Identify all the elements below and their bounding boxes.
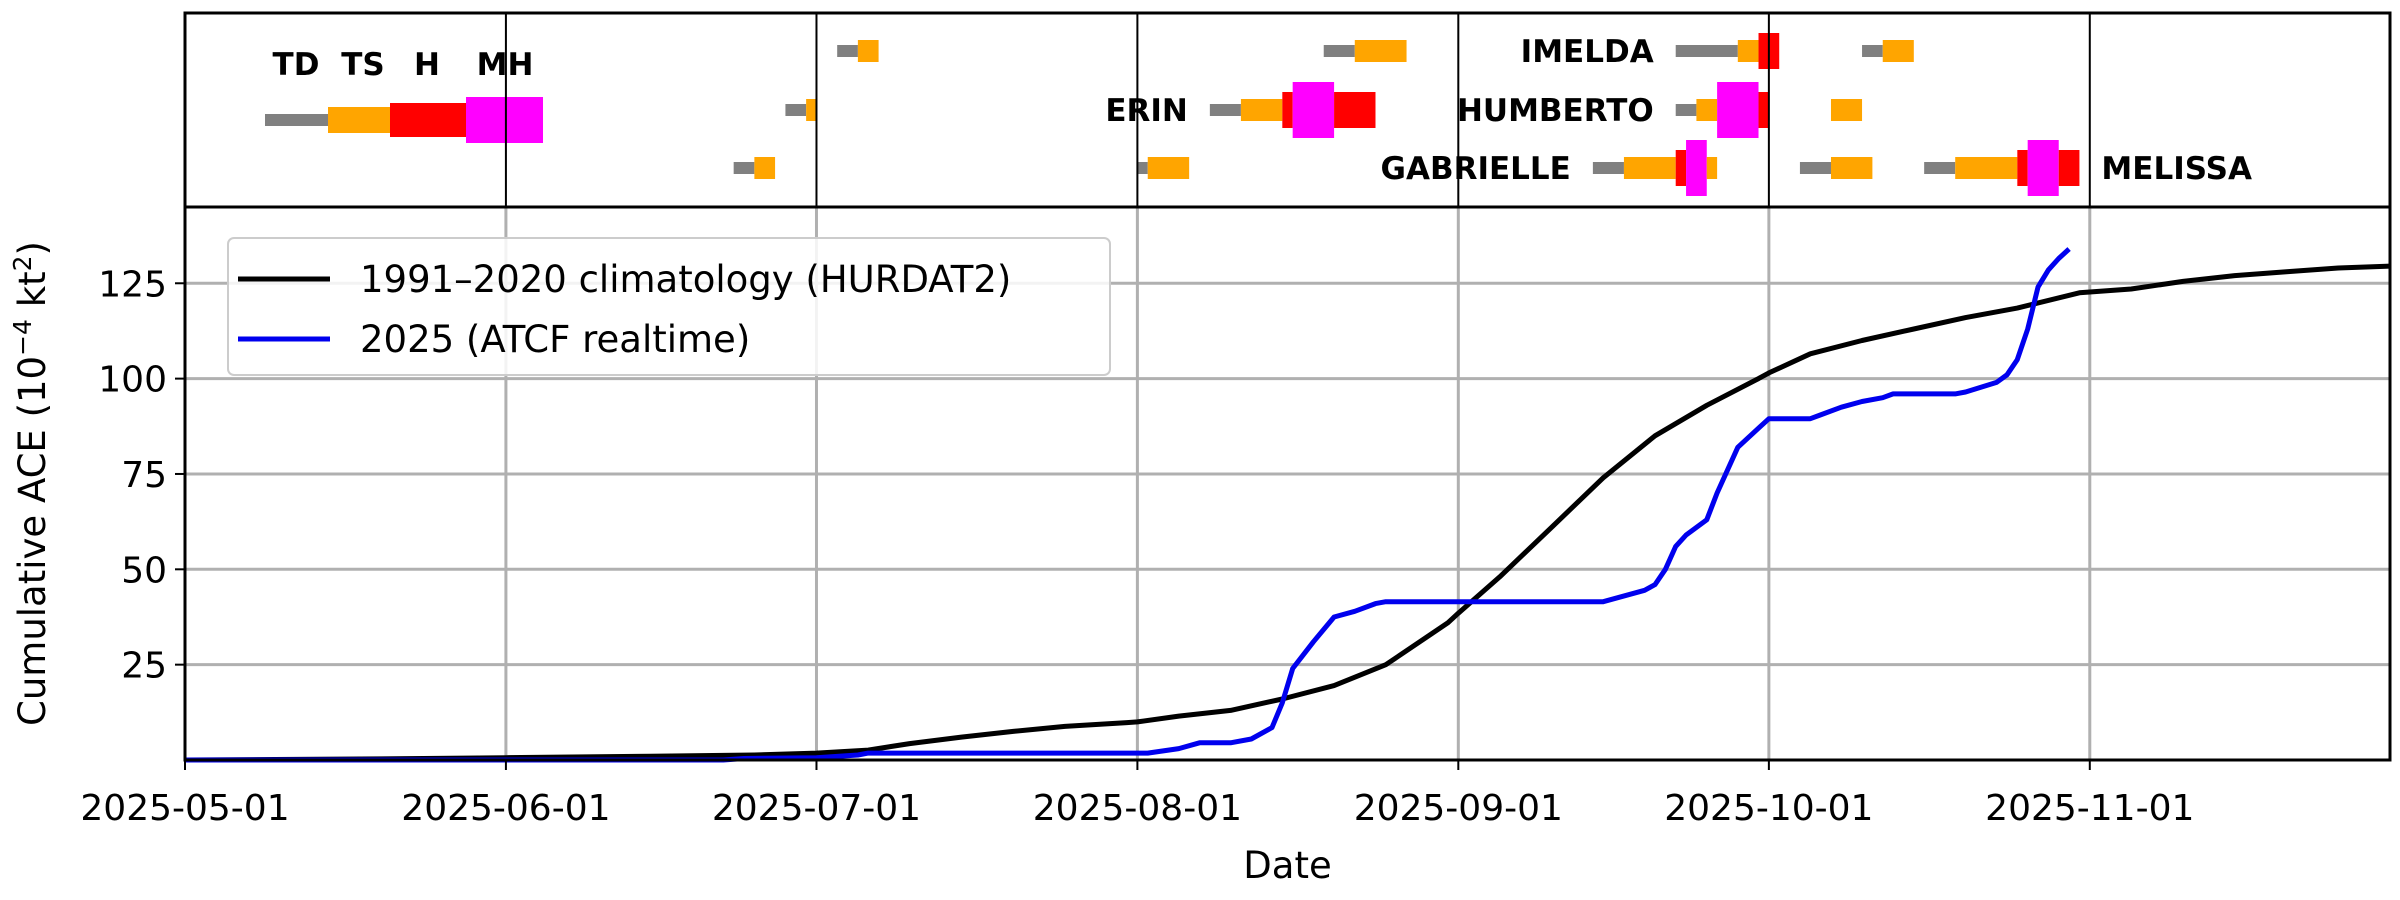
track-segment-td [1209,104,1241,116]
legend-label-2: 2025 (ATCF realtime) [360,318,750,361]
track-segment-mh [1686,140,1707,196]
storm-track: GABRIELLE [1381,140,1718,196]
track-segment-ts [1623,157,1676,179]
track-segment-h [1282,92,1293,128]
storm-track [733,157,776,179]
intensity-swatch-ts [328,107,390,133]
track-segment-ts [1147,157,1190,179]
track-segment-mh [2027,140,2059,196]
storm-track [1323,40,1407,62]
storm-track [785,99,817,121]
x-tick-label: 2025-07-01 [712,788,921,829]
track-segment-ts [1737,40,1759,62]
track-segment-ts [857,40,879,62]
track-segment-h [1675,150,1687,186]
track-segment-td [1799,162,1831,174]
track-segment-ts [1955,157,2018,179]
track-segment-ts [1354,40,1407,62]
storm-track: HUMBERTO [1457,82,1769,138]
track-segment-td [1592,162,1624,174]
track-segment-td [733,162,755,174]
track-segment-mh [1292,82,1335,138]
legend-box [227,237,1111,376]
track-segment-td [1675,45,1738,57]
track-segment-td [837,45,858,57]
storm-track [837,40,879,62]
series-line-1 [184,263,2391,763]
track-segment-ts [1830,99,1863,121]
x-tick-label: 2025-11-01 [1985,788,2194,829]
track-segment-mh [1717,82,1759,138]
storm-name-melissa: MELISSA [2101,151,2252,187]
storm-track: MELISSA [1924,140,2252,196]
track-segment-h [2058,150,2080,186]
y-tick-label: 100 [98,360,167,401]
gridlines [183,207,2390,760]
y-tick-label: 50 [121,550,167,591]
x-axis-label: Date [1243,844,1331,887]
track-segment-td [1924,162,1956,174]
track-segment-td [1862,45,1883,57]
track-segment-ts [1696,99,1718,121]
series-legend: 1991–2020 climatology (HURDAT2) 2025 (ATC… [227,237,1111,376]
ace-plot-panel: 2025-05-01 2025-06-01 2025-07-01 2025-08-01… [80,13,2392,829]
storm-track [1799,157,1873,179]
series-line-2 [185,247,2071,763]
x-tick-label: 2025-09-01 [1354,788,1563,829]
track-segment-ts [754,157,776,179]
y-tick-label: 75 [121,455,167,496]
y-axis-label: Cumulative ACE (10−4 kt2) [8,241,54,726]
y-tick-label: 125 [98,264,167,305]
track-segment-td [1675,104,1697,116]
intensity-swatch-mh [466,97,543,143]
track-segment-h [1334,92,1376,128]
x-tick-label: 2025-05-01 [80,788,289,829]
intensity-swatch-td [265,114,328,126]
intensity-label-h: H [414,47,440,83]
plot-frame [183,205,2392,762]
track-segment-h [2017,150,2028,186]
track-segment-td [1323,45,1355,57]
series-lines [184,247,2391,763]
track-segment-ts [1830,157,1873,179]
x-tick-label: 2025-10-01 [1664,788,1873,829]
track-segment-ts [1706,157,1718,179]
storm-name-imelda: IMELDA [1521,34,1654,70]
track-segment-ts [1882,40,1914,62]
x-tick-label: 2025-08-01 [1033,788,1242,829]
x-tick-label: 2025-06-01 [401,788,610,829]
storm-track [1862,40,1914,62]
intensity-label-td: TD [273,47,320,83]
track-segment-ts [1240,99,1283,121]
storm-track [1830,99,1863,121]
intensity-label-ts: TS [341,47,384,83]
legend-label-1: 1991–2020 climatology (HURDAT2) [360,258,1011,301]
storm-track [1137,157,1190,179]
track-segment-ts [806,99,817,121]
storm-track: ERIN [1105,82,1376,138]
storm-name-gabrielle: GABRIELLE [1381,151,1571,187]
storm-name-humberto: HUMBERTO [1457,93,1654,129]
y-tick-label: 25 [121,646,167,687]
track-segment-td [1137,162,1148,174]
track-segment-h [1758,92,1769,128]
intensity-swatch-h [390,103,466,137]
track-segment-td [785,104,807,116]
axis-ticks: 2025-05-01 2025-06-01 2025-07-01 2025-08-01… [80,13,2194,829]
storm-name-erin: ERIN [1105,93,1188,129]
